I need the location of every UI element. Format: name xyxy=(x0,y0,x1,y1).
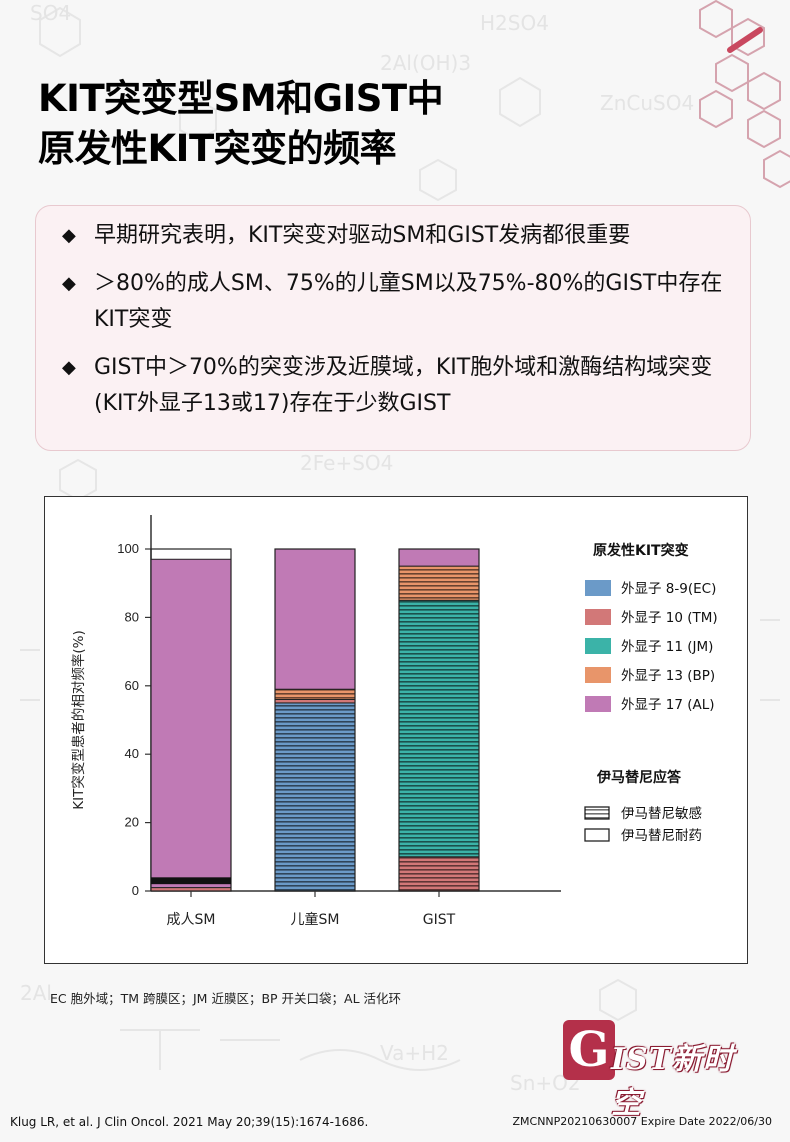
y-tick-label: 100 xyxy=(117,541,139,556)
svg-text:H2SO4: H2SO4 xyxy=(480,11,549,35)
logo-letter: G xyxy=(563,1020,615,1080)
svg-text:2Al: 2Al xyxy=(20,981,52,1005)
bullet-text: GIST中＞70%的突变涉及近膜域，KIT胞外域和激酶结构域突变(KIT外显子1… xyxy=(94,355,713,416)
y-tick-label: 40 xyxy=(125,746,139,761)
legend-swatch xyxy=(585,696,611,712)
response-legend-swatch xyxy=(584,828,610,842)
y-tick-label: 20 xyxy=(125,815,139,830)
bar-segment xyxy=(398,548,480,567)
legend-label: 外显子 13 (BP) xyxy=(621,668,715,684)
key-points-box: ◆ 早期研究表明，KIT突变对驱动SM和GIST发病都很重要 ◆ ＞80%的成人… xyxy=(35,205,751,451)
svg-text:Va+H2: Va+H2 xyxy=(380,1041,449,1065)
legend-swatch xyxy=(585,638,611,654)
legend-label: 外显子 17 (AL) xyxy=(621,697,715,713)
gist-logo: G IST新时空 xyxy=(563,1020,753,1121)
chart-container: 0 20 40 60 80 100 KIT突变型患者的相对频率(%) 成人SM 儿童SM GIST… xyxy=(44,496,748,964)
bullet-text: ＞80%的成人SM、75%的儿童SM以及75%-80%的GIST中存在KIT突变 xyxy=(94,271,723,332)
bar-segment xyxy=(274,698,356,704)
x-tick-label: 成人SM xyxy=(167,912,216,928)
y-axis-label: KIT突变型患者的相对频率(%) xyxy=(70,630,87,809)
response-legend-label: 伊马替尼敏感 xyxy=(621,805,702,822)
y-tick-label: 80 xyxy=(125,609,139,624)
black-diamond-icon: ◆ xyxy=(62,357,76,378)
page-title-line-2: 原发性KIT突变的频率 xyxy=(38,127,397,170)
svg-text:2Al(OH)3: 2Al(OH)3 xyxy=(380,51,471,75)
document-code: ZMCNNP20210630007 Expire Date 2022/06/30 xyxy=(512,1115,772,1128)
svg-text:2Fe+SO4: 2Fe+SO4 xyxy=(300,451,393,475)
bar-segment-hatch xyxy=(399,566,479,601)
y-tick-label: 0 xyxy=(132,883,139,898)
page-title: KIT突变型SM和GIST中 原发性KIT突变的频率 xyxy=(38,74,558,174)
response-legend-hatch xyxy=(585,807,609,819)
response-legend-label: 伊马替尼耐药 xyxy=(621,828,702,844)
reference-citation: Klug LR, et al. J Clin Oncol. 2021 May 2… xyxy=(10,1115,369,1129)
bar-segment-hatch xyxy=(399,600,479,857)
bar-segment xyxy=(150,558,232,889)
svg-text:ZnCuSO4: ZnCuSO4 xyxy=(600,91,694,115)
legend-label: 外显子 11 (JM) xyxy=(621,639,713,655)
x-tick-label: GIST xyxy=(423,912,456,928)
bar-segment-hatch xyxy=(275,702,355,891)
bullet-item: ◆ GIST中＞70%的突变涉及近膜域，KIT胞外域和激酶结构域突变(KIT外显… xyxy=(62,350,734,422)
y-tick-label: 60 xyxy=(125,678,139,693)
bar-segment-black xyxy=(151,877,231,885)
abbreviation-footnote: EC 胞外域；TM 跨膜区；JM 近膜区；BP 开关口袋；AL 活化环 xyxy=(50,991,402,1006)
bar-segment-hatch xyxy=(275,689,355,700)
page-title-line-1: KIT突变型SM和GIST中 xyxy=(38,77,444,120)
black-diamond-icon: ◆ xyxy=(62,273,76,294)
bullet-item: ◆ 早期研究表明，KIT突变对驱动SM和GIST发病都很重要 xyxy=(62,218,734,254)
x-tick-label: 儿童SM xyxy=(291,911,340,928)
legend-swatch xyxy=(585,580,611,596)
bullet-item: ◆ ＞80%的成人SM、75%的儿童SM以及75%-80%的GIST中存在KIT… xyxy=(62,266,734,338)
legend-label: 外显子 8-9(EC) xyxy=(621,581,716,597)
bar-segment xyxy=(274,548,356,690)
stacked-bar-chart: 0 20 40 60 80 100 KIT突变型患者的相对频率(%) 成人SM 儿童SM GIST… xyxy=(70,515,718,928)
legend-swatch xyxy=(585,667,611,683)
legend-swatch xyxy=(585,609,611,625)
legend-label: 外显子 10 (TM) xyxy=(621,610,718,626)
bar-segment-hatch xyxy=(399,856,479,891)
response-legend-title: 伊马替尼应答 xyxy=(596,769,682,786)
bullet-text: 早期研究表明，KIT突变对驱动SM和GIST发病都很重要 xyxy=(94,223,631,248)
black-diamond-icon: ◆ xyxy=(62,225,76,246)
svg-text:SO4: SO4 xyxy=(30,1,71,25)
logo-text: IST新时空 xyxy=(611,1042,735,1121)
legend-title: 原发性KIT突变 xyxy=(593,542,689,559)
